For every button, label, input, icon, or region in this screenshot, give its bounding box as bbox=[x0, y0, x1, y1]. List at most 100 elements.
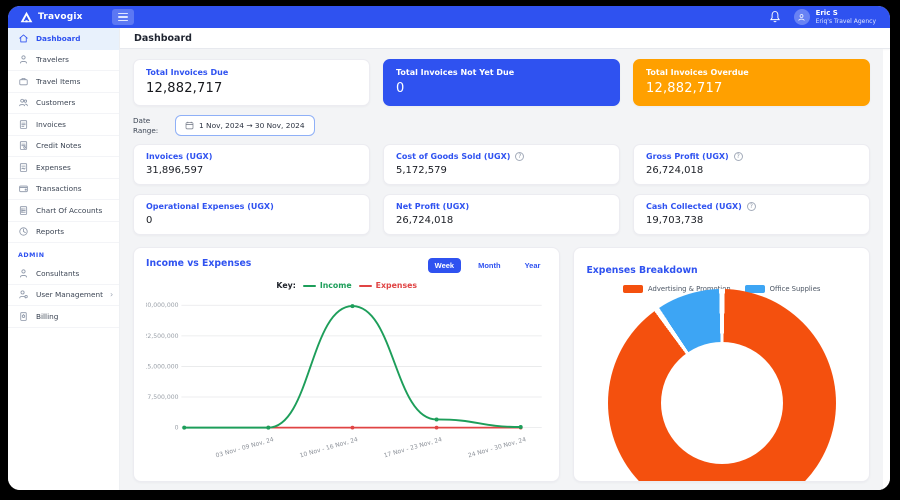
sidebar-item-invoices[interactable]: Invoices bbox=[8, 114, 119, 136]
svg-text:17 Nov - 23 Nov, 24: 17 Nov - 23 Nov, 24 bbox=[383, 436, 443, 459]
metric-card-net-profit-ugx-: Net Profit (UGX) 26,724,018 bbox=[383, 194, 620, 235]
svg-text:24 Nov - 30 Nov, 24: 24 Nov - 30 Nov, 24 bbox=[467, 436, 527, 459]
stat-card-total-invoices-due: Total Invoices Due 12,882,717 bbox=[133, 59, 370, 106]
tab-month[interactable]: Month bbox=[471, 258, 508, 273]
sidebar-item-dashboard[interactable]: Dashboard bbox=[8, 28, 119, 50]
income-expenses-line-chart: 30,000,000 22,500,000 15,000,000 7,500,000 0… bbox=[144, 292, 547, 464]
sidebar-item-credit-notes[interactable]: Credit Notes bbox=[8, 136, 119, 157]
avatar bbox=[793, 9, 810, 25]
stat-card-total-invoices-overdue: Total Invoices Overdue 12,882,717 bbox=[633, 59, 870, 106]
sidebar-item-transactions[interactable]: Transactions bbox=[8, 179, 119, 200]
sidebar-item-label: Transactions bbox=[36, 184, 82, 194]
metric-card-operational-expenses-ugx-: Operational Expenses (UGX) 0 bbox=[133, 194, 370, 235]
metric-value: 5,172,579 bbox=[396, 165, 447, 176]
calendar-icon bbox=[185, 121, 194, 130]
sidebar-item-label: Travelers bbox=[36, 55, 69, 65]
donut-legend-label: Office Supplies bbox=[769, 285, 821, 293]
sidebar-toggle-button[interactable] bbox=[112, 9, 134, 25]
metric-card-invoices-ugx-: Invoices (UGX) 31,896,597 bbox=[133, 144, 370, 185]
sidebar-item-customers[interactable]: Customers bbox=[8, 93, 119, 114]
sidebar-item-label: Credit Notes bbox=[36, 141, 82, 151]
donut-legend-label: Advertising & Promotion bbox=[648, 285, 731, 293]
tab-week[interactable]: Week bbox=[427, 258, 462, 273]
metric-label: Operational Expenses (UGX) bbox=[146, 202, 274, 211]
sidebar-item-billing[interactable]: Billing bbox=[8, 306, 119, 328]
legend-income: Income bbox=[302, 281, 352, 290]
invoice-icon bbox=[19, 119, 28, 129]
svg-text:30,000,000: 30,000,000 bbox=[146, 302, 179, 309]
sidebar-item-consultants[interactable]: Consultants bbox=[8, 263, 119, 285]
metric-value: 26,724,018 bbox=[396, 215, 454, 226]
sidebar-item-label: User Management bbox=[36, 290, 104, 300]
stat-value: 12,882,717 bbox=[146, 81, 223, 96]
topbar-right: Eric S Eriq's Travel Agency bbox=[768, 9, 890, 25]
brand-name: Travogix bbox=[38, 12, 83, 22]
sidebar-item-label: Chart Of Accounts bbox=[36, 205, 103, 215]
notifications-bell-icon[interactable] bbox=[768, 10, 782, 24]
credit-note-icon bbox=[19, 141, 28, 151]
metric-label: Net Profit (UGX) bbox=[396, 202, 470, 211]
metrics-grid: Invoices (UGX) 31,896,597 Cost of Goods So… bbox=[133, 144, 870, 235]
expenses-breakdown-card: Expenses Breakdown Advertising & Promoti… bbox=[573, 247, 870, 482]
info-tooltip-icon[interactable]: ? bbox=[733, 152, 743, 161]
stat-value: 0 bbox=[396, 81, 405, 96]
sidebar-item-chart-of-accounts[interactable]: Chart Of Accounts bbox=[8, 200, 119, 222]
briefcase-icon bbox=[19, 77, 28, 85]
svg-text:22,500,000: 22,500,000 bbox=[146, 333, 179, 340]
date-range-label: Date Range: bbox=[133, 115, 159, 135]
home-icon bbox=[19, 34, 28, 43]
user-org: Eriq's Travel Agency bbox=[815, 17, 876, 25]
sidebar-item-reports[interactable]: Reports bbox=[8, 222, 119, 243]
metric-label: Invoices (UGX) bbox=[146, 152, 213, 161]
list-icon bbox=[19, 205, 28, 215]
expenses-breakdown-title: Expenses Breakdown bbox=[586, 265, 698, 276]
donut-legend: Advertising & Promotion Office Supplies bbox=[586, 285, 857, 293]
consultant-icon bbox=[20, 269, 27, 278]
metric-value: 19,703,738 bbox=[646, 215, 704, 226]
sidebar-item-user-management[interactable]: User Management › bbox=[8, 285, 119, 306]
sidebar-item-expenses[interactable]: Expenses bbox=[8, 157, 119, 179]
stat-value: 12,882,717 bbox=[646, 81, 723, 96]
stat-label: Total Invoices Overdue bbox=[646, 68, 749, 77]
donut-legend-item: Office Supplies bbox=[744, 285, 821, 293]
tab-year[interactable]: Year bbox=[518, 258, 548, 273]
date-range-input[interactable]: 1 Nov, 2024 → 30 Nov, 2024 bbox=[175, 115, 315, 136]
info-tooltip-icon[interactable]: ? bbox=[746, 202, 756, 211]
svg-text:10 Nov - 16 Nov, 24: 10 Nov - 16 Nov, 24 bbox=[299, 436, 359, 459]
user-meta: Eric S Eriq's Travel Agency bbox=[816, 9, 876, 25]
sidebar-item-travel-items[interactable]: Travel Items bbox=[8, 71, 119, 93]
dashboard-content: Total Invoices Due 12,882,717 Total Invoic… bbox=[120, 49, 883, 490]
wallet-icon bbox=[19, 185, 28, 193]
sidebar-item-travelers[interactable]: Travelers bbox=[8, 50, 119, 71]
user-icon bbox=[798, 13, 805, 21]
period-tabs: Week Month Year bbox=[427, 258, 548, 273]
date-range-row: Date Range: 1 Nov, 2024 → 30 Nov, 2024 bbox=[133, 115, 870, 136]
svg-text:15,000,000: 15,000,000 bbox=[146, 363, 179, 370]
user-gear-icon bbox=[19, 290, 28, 299]
page-title: Dashboard bbox=[134, 32, 192, 44]
info-tooltip-icon[interactable]: ? bbox=[515, 152, 525, 161]
expenses-legend-label: Expenses bbox=[375, 281, 418, 290]
metric-label: Gross Profit (UGX) bbox=[646, 152, 729, 161]
travogix-logo-icon bbox=[20, 11, 33, 23]
person-icon bbox=[20, 55, 27, 64]
line-chart-svg: 30,000,000 22,500,000 15,000,000 7,500,000 0… bbox=[144, 302, 542, 459]
page-header: Dashboard bbox=[120, 28, 890, 49]
stat-label: Total Invoices Not Yet Due bbox=[396, 68, 515, 77]
sidebar-item-label: Billing bbox=[36, 311, 59, 321]
donut-legend-item: Advertising & Promotion bbox=[623, 285, 731, 293]
totals-row: Total Invoices Due 12,882,717 Total Invoic… bbox=[133, 59, 870, 106]
sidebar-item-label: Customers bbox=[36, 98, 76, 108]
date-range-value: 1 Nov, 2024 → 30 Nov, 2024 bbox=[199, 121, 305, 130]
metric-card-cost-of-goods-sold-ugx-: Cost of Goods Sold (UGX)? 5,172,579 bbox=[383, 144, 620, 185]
brand: Travogix bbox=[8, 11, 108, 23]
stat-card-total-invoices-not-yet-due: Total Invoices Not Yet Due 0 bbox=[383, 59, 620, 106]
metric-card-gross-profit-ugx-: Gross Profit (UGX)? 26,724,018 bbox=[633, 144, 870, 185]
metric-label: Cash Collected (UGX) bbox=[646, 202, 742, 211]
legend-swatch-icon bbox=[744, 285, 765, 293]
admin-section-label: ADMIN bbox=[18, 252, 45, 259]
key-label: Key: bbox=[276, 281, 296, 290]
user-menu[interactable]: Eric S Eriq's Travel Agency bbox=[793, 9, 876, 25]
income-line-swatch bbox=[302, 284, 316, 287]
metric-value: 26,724,018 bbox=[646, 165, 704, 176]
